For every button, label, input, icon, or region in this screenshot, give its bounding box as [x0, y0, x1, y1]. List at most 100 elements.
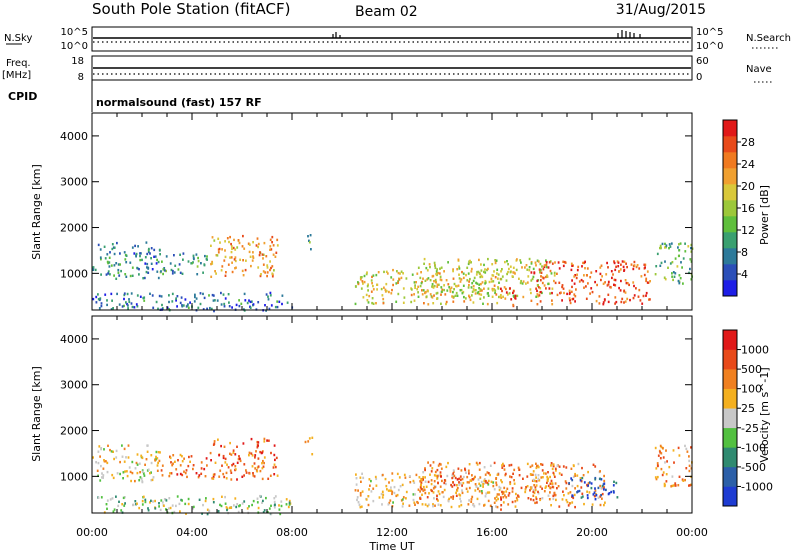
- echo-cell: [138, 506, 141, 510]
- echo-cell: [571, 501, 574, 504]
- echo-cell: [215, 272, 217, 275]
- echo-cell: [262, 465, 265, 468]
- echo-cell: [387, 503, 390, 506]
- echo-cell: [625, 262, 627, 265]
- echo-cell: [539, 270, 541, 273]
- echo-cell: [178, 502, 181, 506]
- echo-cell: [391, 490, 394, 493]
- echo-cell: [590, 271, 593, 274]
- echo-cell: [104, 257, 107, 260]
- echo-cell: [492, 280, 495, 283]
- echo-cell: [421, 479, 423, 482]
- echo-cell: [257, 465, 260, 468]
- echo-cell: [564, 480, 567, 483]
- echo-cell: [216, 299, 219, 302]
- echo-cell: [147, 250, 150, 254]
- echo-cell: [150, 479, 153, 482]
- echo-cell: [100, 258, 102, 261]
- echo-cell: [257, 242, 260, 246]
- echo-cell: [200, 461, 203, 464]
- echo-cell: [429, 265, 431, 269]
- echo-cell: [500, 294, 502, 297]
- echo-cell: [458, 483, 461, 486]
- echo-cell: [229, 235, 231, 239]
- echo-cell: [128, 298, 130, 301]
- echo-cell: [640, 275, 643, 278]
- echo-cell: [530, 299, 533, 302]
- echo-cell: [545, 485, 547, 488]
- colorbar-swatch: [723, 152, 737, 169]
- echo-cell: [134, 500, 137, 503]
- echo-cell: [491, 287, 494, 291]
- echo-cell: [410, 288, 413, 291]
- echo-cell: [503, 286, 506, 289]
- echo-cell: [506, 272, 508, 276]
- echo-cell: [461, 477, 464, 481]
- echo-cell: [566, 500, 569, 504]
- nsearch-tick-bottom: 10^0: [696, 41, 723, 52]
- echo-cell: [212, 501, 215, 504]
- echo-cell: [423, 257, 426, 261]
- echo-cell: [434, 486, 436, 489]
- echo-cell: [598, 302, 601, 305]
- echo-cell: [218, 247, 221, 251]
- echo-cell: [567, 492, 570, 495]
- echo-cell: [150, 262, 153, 265]
- echo-cell: [512, 266, 515, 269]
- echo-cell: [508, 292, 511, 295]
- echo-cell: [256, 497, 259, 500]
- echo-cell: [211, 293, 214, 297]
- echo-cell: [361, 472, 363, 475]
- echo-cell: [511, 500, 514, 504]
- echo-cell: [453, 483, 456, 487]
- echo-cell: [632, 281, 635, 284]
- echo-cell: [526, 462, 529, 466]
- echo-cell: [136, 453, 139, 456]
- colorbar-tick-label: 4: [741, 268, 748, 281]
- echo-cell: [481, 491, 483, 495]
- echo-cell: [476, 497, 479, 501]
- echo-cell: [371, 297, 374, 300]
- echo-cell: [514, 500, 517, 503]
- power-frame: [91, 112, 693, 311]
- echo-cell: [359, 278, 362, 281]
- echo-cell: [167, 507, 170, 510]
- echo-cell: [478, 482, 481, 485]
- echo-cell: [568, 289, 571, 292]
- echo-cell: [426, 504, 429, 508]
- echo-cell: [404, 476, 407, 479]
- echo-cell: [391, 472, 394, 475]
- echo-cell: [543, 472, 545, 475]
- velocity-echoes: [92, 436, 693, 516]
- echo-cell: [256, 237, 259, 240]
- echo-cell: [238, 299, 240, 302]
- colorbar-tick-label: 28: [741, 136, 755, 149]
- echo-cell: [184, 471, 187, 475]
- echo-cell: [471, 478, 474, 481]
- colorbar-swatch: [723, 136, 737, 153]
- echo-cell: [520, 486, 523, 490]
- echo-cell: [668, 247, 670, 250]
- nsearch-tick-top: 10^5: [696, 27, 723, 38]
- echo-cell: [473, 289, 476, 292]
- nave-tick-top: 60: [696, 56, 709, 67]
- echo-cell: [453, 288, 455, 291]
- echo-cell: [266, 439, 268, 442]
- echo-cell: [273, 444, 276, 447]
- echo-cell: [493, 461, 496, 465]
- echo-cell: [171, 292, 174, 296]
- echo-cell: [166, 306, 169, 309]
- echo-cell: [206, 255, 208, 258]
- echo-cell: [431, 283, 434, 286]
- echo-cell: [96, 469, 99, 472]
- echo-cell: [490, 480, 493, 483]
- echo-cell: [273, 506, 276, 509]
- echo-cell: [161, 307, 164, 310]
- echo-cell: [139, 476, 142, 479]
- echo-cell: [217, 237, 220, 240]
- echo-cell: [553, 274, 556, 277]
- echo-cell: [524, 490, 527, 494]
- colorbar-swatch: [723, 427, 737, 448]
- echo-cell: [384, 288, 387, 291]
- nsky-tick-bottom: 10^0: [61, 41, 88, 52]
